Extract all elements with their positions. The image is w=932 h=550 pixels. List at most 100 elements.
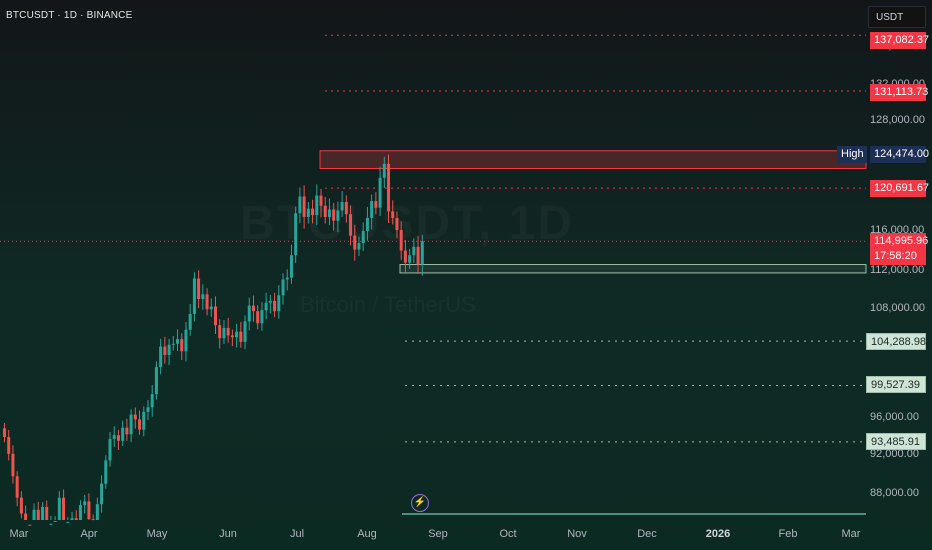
candle-up [32,509,36,520]
candle-up [49,523,53,525]
candle-down [138,419,142,430]
candle-up [222,327,226,339]
candle-down [214,306,217,326]
price-tick: 88,000.00 [870,487,919,499]
candle-down [7,437,11,454]
candle-down [391,211,395,218]
candle-up [176,339,180,344]
candle-up [408,255,412,263]
candle-down [205,294,209,310]
candle-up [121,427,125,441]
current-price-tag: 114,995.96 17:58:20 [870,233,928,265]
candle-down [399,230,403,251]
candle-down [395,217,399,231]
candle-up [100,483,104,505]
candle-down [24,513,28,520]
price-tick: 92,000.00 [870,448,919,460]
candle-up [378,177,382,208]
candle-down [387,163,391,212]
candle-up [260,310,264,324]
price-tick: 128,000.00 [870,114,926,126]
candle-up [154,367,158,395]
time-tick: Jul [289,528,305,540]
candle-up [78,505,82,520]
time-tick: Sep [428,528,448,540]
candle-up [83,501,87,506]
candle-down [28,524,32,526]
candle-down [302,196,306,217]
level-tag-99527[interactable]: 99,527.39 [866,376,926,393]
candle-up [188,313,192,330]
candle-up [298,196,302,214]
candle-up [370,201,374,218]
candle-down [273,300,277,312]
candle-down [91,519,95,521]
candle-down [45,506,49,520]
candle-up [243,321,247,342]
currency-selector[interactable]: USDT [868,6,926,28]
time-tick: May [146,528,168,540]
candle-down [349,214,353,236]
candle-up [289,255,293,278]
time-tick: Aug [357,528,377,540]
candle-up [167,344,171,355]
candle-up [95,504,99,520]
candle-down [416,246,420,265]
candle-down [226,327,230,336]
candle-down [87,501,91,520]
candle-down [180,339,184,352]
candle-down [251,305,255,312]
candle-down [230,335,234,338]
demand-zone [399,264,867,274]
lightning-event-icon[interactable]: ⚡ [411,494,429,512]
level-tag-131113[interactable]: 131,113.73 [870,84,928,101]
candle-down [323,205,327,217]
time-tick: Nov [567,528,587,540]
level-tag-93485[interactable]: 93,485.91 [866,433,926,450]
candle-up [327,209,331,217]
candle-down [353,235,357,250]
candle-up [268,300,272,303]
time-tick-year: 2026 [705,528,731,540]
candle-down [197,278,201,300]
candle-up [150,394,154,408]
candle-down [36,509,40,520]
candle-up [306,208,310,217]
time-tick: Mar [9,528,29,540]
price-tick: 112,000.00 [870,264,925,276]
candle-up [264,302,268,311]
candle-up [70,518,74,520]
chart-title: BTCUSDT · 1D · BINANCE [6,10,133,21]
candle-down [11,453,15,477]
candle-down [3,428,6,438]
level-tag-120691[interactable]: 120,691.67 [870,180,929,197]
level-tag-104288[interactable]: 104,288.98 [866,333,926,350]
candle-down [311,208,315,216]
candle-down [116,435,120,441]
candle-up [171,343,175,345]
candle-down [374,201,378,208]
candle-up [277,295,281,312]
candle-up [40,506,44,520]
candle-down [163,346,167,355]
candle-up [66,521,70,523]
candle-up [336,210,340,221]
time-tick: Dec [637,528,657,540]
candle-up [129,414,133,435]
price-tick: 108,000.00 [870,302,926,314]
candle-up [184,329,188,352]
candle-up [146,407,150,412]
high-label: High [837,146,867,163]
candle-down [218,325,222,339]
candle-up [53,520,57,522]
candle-up [142,411,146,430]
candle-up [420,241,424,265]
candle-up [412,246,416,256]
level-tag-137082[interactable]: 137,082.37 [870,32,929,49]
candle-up [57,497,61,520]
candle-up [209,306,213,310]
candle-up [357,243,361,250]
candle-up [281,279,285,296]
candle-up [201,294,205,300]
